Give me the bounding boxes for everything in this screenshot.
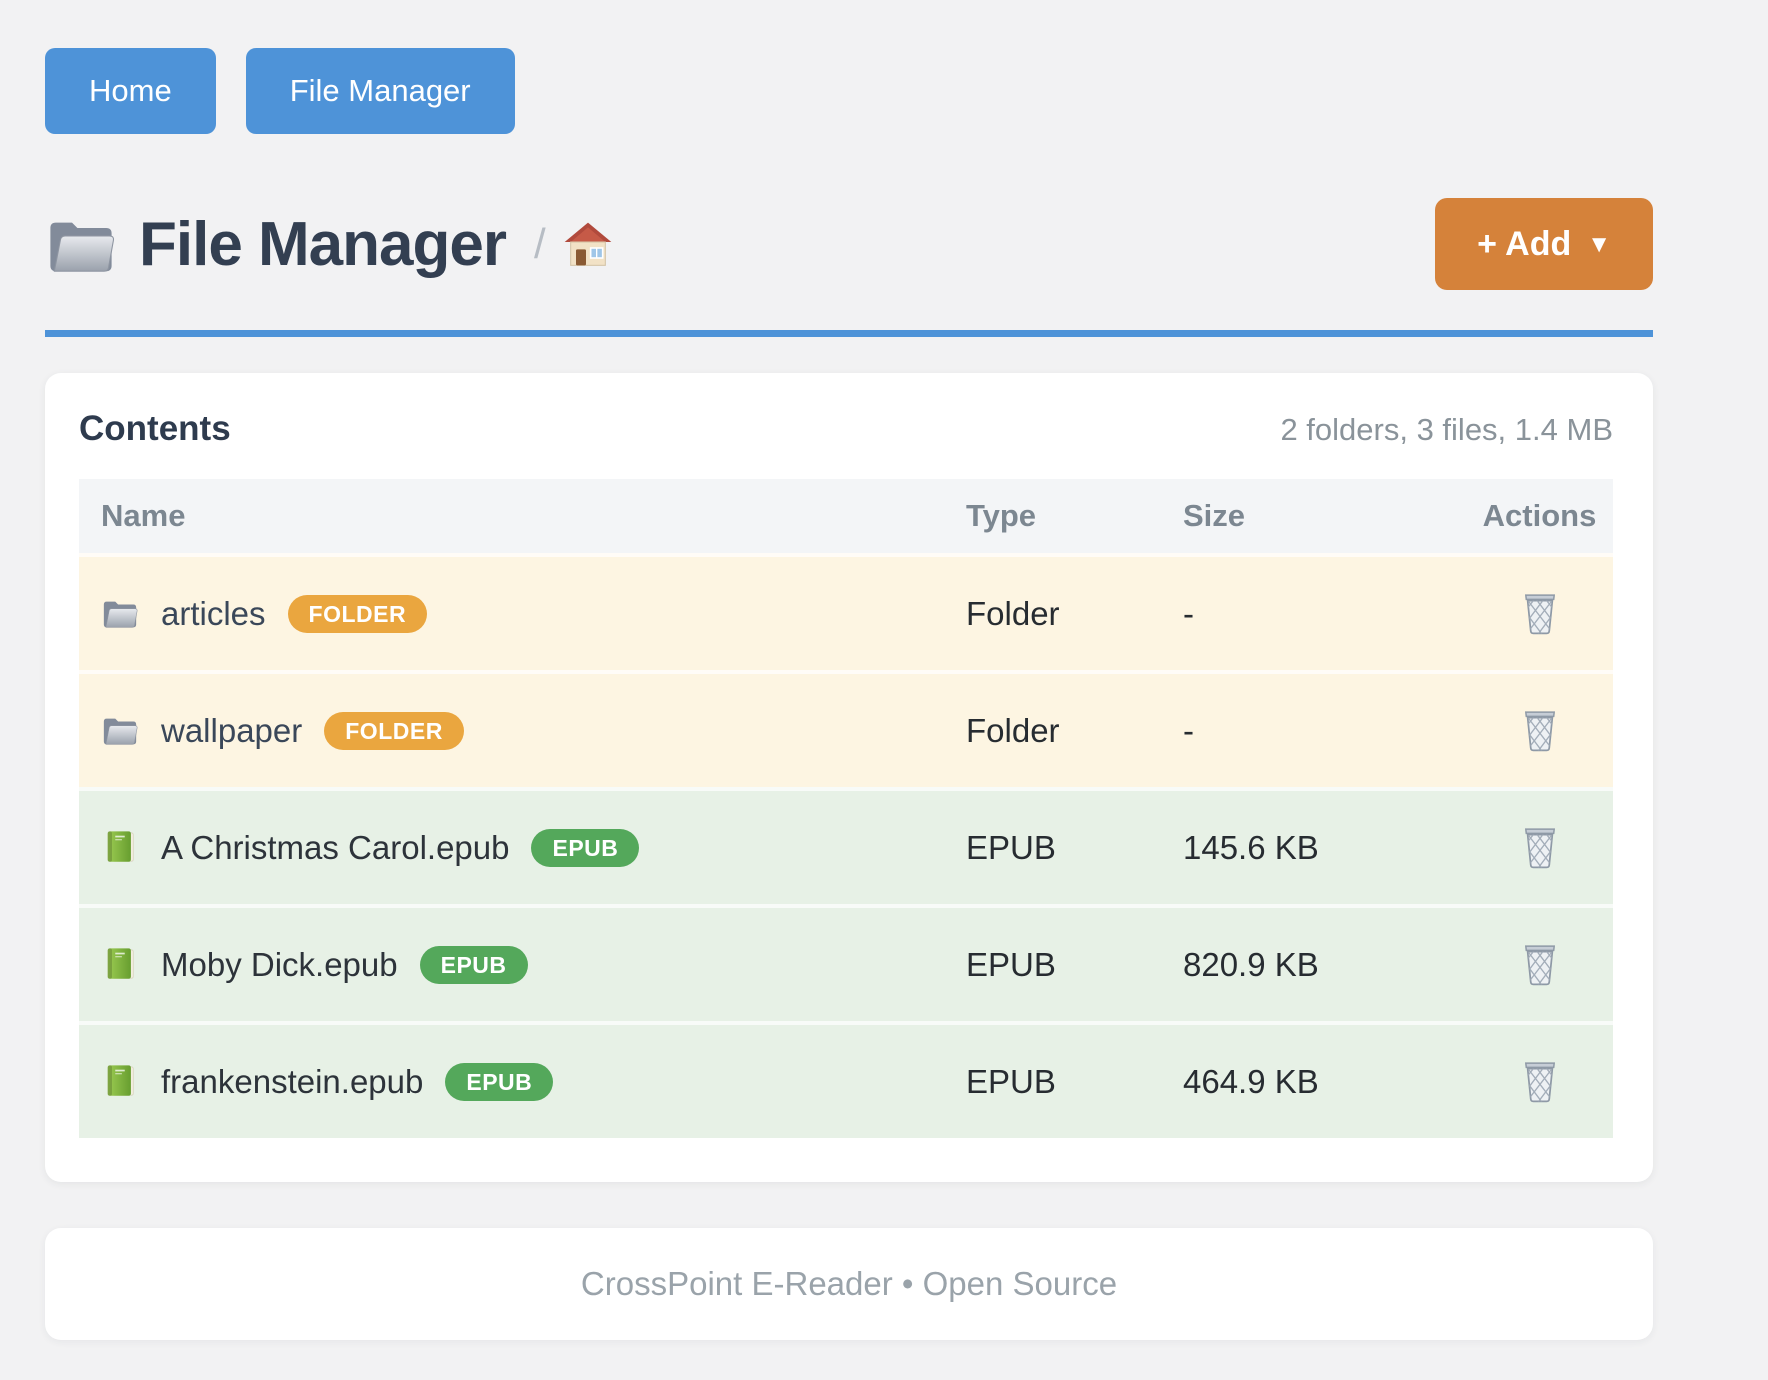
size-cell: - <box>1183 711 1194 749</box>
table-row: A Christmas Carol.epub EPUB EPUB 145.6 K… <box>79 787 1613 904</box>
type-badge: EPUB <box>531 828 640 867</box>
delete-button[interactable] <box>1515 702 1565 758</box>
entry-name[interactable]: Moby Dick.epub <box>161 945 398 983</box>
breadcrumb-home-link[interactable] <box>564 221 612 267</box>
type-badge: FOLDER <box>287 594 428 633</box>
table-row: Moby Dick.epub EPUB EPUB 820.9 KB <box>79 904 1613 1021</box>
name-cell: Moby Dick.epub EPUB <box>79 945 966 984</box>
delete-button[interactable] <box>1515 936 1565 992</box>
card-header: Contents 2 folders, 3 files, 1.4 MB <box>79 409 1613 449</box>
house-icon <box>564 221 612 267</box>
trash-icon <box>1519 940 1561 988</box>
actions-cell <box>1466 819 1613 876</box>
trash-icon <box>1519 1057 1561 1105</box>
actions-cell <box>1466 936 1613 993</box>
actions-cell <box>1466 702 1613 759</box>
title-divider <box>45 330 1653 337</box>
type-cell: EPUB <box>966 828 1056 866</box>
column-header-actions: Actions <box>1482 498 1597 533</box>
type-cell: EPUB <box>966 1062 1056 1100</box>
table-row: wallpaper FOLDER Folder - <box>79 670 1613 787</box>
trash-icon <box>1519 589 1561 637</box>
type-badge: EPUB <box>419 945 528 984</box>
size-cell: - <box>1183 594 1194 632</box>
delete-button[interactable] <box>1515 819 1565 875</box>
column-header-type: Type <box>966 498 1037 533</box>
trash-icon <box>1519 706 1561 754</box>
column-header-size: Size <box>1183 498 1246 533</box>
name-cell: wallpaper FOLDER <box>79 711 966 750</box>
entry-name[interactable]: wallpaper <box>161 711 303 749</box>
trash-icon <box>1519 823 1561 871</box>
table-body: articles FOLDER Folder - wallpaper <box>79 553 1613 1138</box>
entry-name[interactable]: articles <box>161 594 266 632</box>
breadcrumb-separator: / <box>534 220 546 267</box>
card-title: Contents <box>79 409 231 448</box>
folder-icon <box>101 713 139 749</box>
add-button-label: + Add <box>1477 224 1572 263</box>
file-table: Name Type Size Actions articles FOLDER F… <box>79 479 1613 1138</box>
folder-icon <box>45 215 117 277</box>
page-title: File Manager <box>139 209 507 279</box>
folder-icon <box>101 596 139 632</box>
book-icon <box>101 1064 139 1100</box>
type-badge: EPUB <box>445 1062 554 1101</box>
page-header: File Manager / + Add ▼ <box>45 198 1653 290</box>
type-cell: Folder <box>966 711 1060 749</box>
actions-cell <box>1466 1053 1613 1110</box>
table-header-row: Name Type Size Actions <box>79 479 1613 553</box>
size-cell: 820.9 KB <box>1183 945 1319 983</box>
book-icon <box>101 830 139 866</box>
name-cell: A Christmas Carol.epub EPUB <box>79 828 966 867</box>
type-badge: FOLDER <box>324 711 464 750</box>
delete-button[interactable] <box>1515 1053 1565 1109</box>
title-wrap: File Manager / <box>45 209 612 280</box>
actions-cell <box>1466 585 1613 642</box>
type-cell: Folder <box>966 594 1060 632</box>
nav-home-button[interactable]: Home <box>45 48 216 134</box>
book-icon <box>101 947 139 983</box>
nav-file-manager-button[interactable]: File Manager <box>245 48 515 134</box>
entry-name[interactable]: frankenstein.epub <box>161 1062 424 1100</box>
name-cell: frankenstein.epub EPUB <box>79 1062 966 1101</box>
contents-card: Contents 2 folders, 3 files, 1.4 MB Name… <box>45 373 1653 1182</box>
type-cell: EPUB <box>966 945 1056 983</box>
footer: CrossPoint E-Reader • Open Source <box>45 1228 1653 1340</box>
column-header-name: Name <box>101 498 186 533</box>
caret-down-icon: ▼ <box>1587 231 1611 258</box>
table-row: frankenstein.epub EPUB EPUB 464.9 KB <box>79 1021 1613 1138</box>
top-nav: Home File Manager <box>45 48 1653 134</box>
contents-summary: 2 folders, 3 files, 1.4 MB <box>1280 412 1613 447</box>
footer-text: CrossPoint E-Reader • Open Source <box>580 1265 1118 1302</box>
size-cell: 145.6 KB <box>1183 828 1319 866</box>
entry-name[interactable]: A Christmas Carol.epub <box>161 828 510 866</box>
add-button[interactable]: + Add ▼ <box>1435 198 1653 290</box>
size-cell: 464.9 KB <box>1183 1062 1319 1100</box>
table-row: articles FOLDER Folder - <box>79 553 1613 670</box>
name-cell: articles FOLDER <box>79 594 966 633</box>
delete-button[interactable] <box>1515 585 1565 641</box>
page: Home File Manager File Manager / + Add ▼… <box>45 0 1653 1340</box>
